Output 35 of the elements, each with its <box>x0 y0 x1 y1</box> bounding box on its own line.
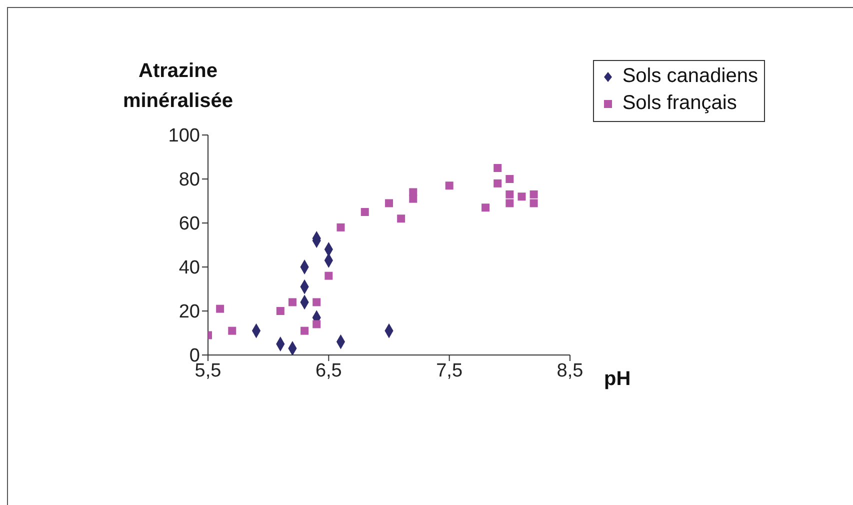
point <box>324 272 333 280</box>
point <box>228 326 236 335</box>
x-tick-label: 8,5 <box>556 360 584 382</box>
y-tick-label: 100 <box>168 126 200 147</box>
x-axis-title: pH <box>604 368 631 391</box>
point <box>336 223 345 232</box>
point <box>506 175 514 183</box>
point <box>288 298 296 306</box>
y-tick-label: 80 <box>178 170 200 191</box>
point <box>276 307 284 315</box>
point <box>482 204 490 212</box>
point <box>506 199 514 208</box>
point <box>530 199 538 208</box>
point <box>530 190 538 198</box>
x-tick-label: 6,5 <box>315 360 342 382</box>
point <box>216 304 224 313</box>
point <box>300 326 309 335</box>
point <box>445 182 454 190</box>
point <box>518 192 526 201</box>
point <box>506 190 514 198</box>
point <box>409 194 418 203</box>
point <box>360 208 369 216</box>
point <box>312 298 321 306</box>
legend-label: Sols français <box>622 92 737 115</box>
point <box>385 199 393 208</box>
y-tick-label: 20 <box>178 302 200 323</box>
y-tick-label: 40 <box>178 258 200 279</box>
point <box>397 214 406 223</box>
y-tick-label: 60 <box>178 214 200 235</box>
legend-label: Sols canadiens <box>622 65 758 88</box>
point <box>494 164 502 172</box>
point <box>312 320 321 328</box>
y-axis-title: Atrazine minéralisée <box>122 59 234 114</box>
x-tick-label: 7,5 <box>436 360 463 382</box>
point <box>494 179 502 188</box>
